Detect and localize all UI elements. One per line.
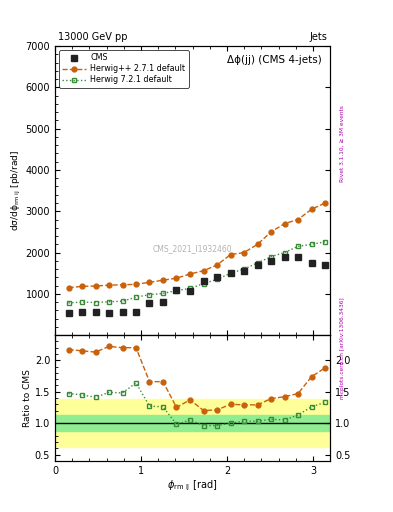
Text: mcplots.cern.ch [arXiv:1306.3436]: mcplots.cern.ch [arXiv:1306.3436]	[340, 297, 345, 399]
Y-axis label: dσ/dϕ$_{\mathrm{rm\ ij}}$ [pb/rad]: dσ/dϕ$_{\mathrm{rm\ ij}}$ [pb/rad]	[10, 150, 23, 231]
Text: 13000 GeV pp: 13000 GeV pp	[58, 32, 127, 42]
Text: Rivet 3.1.10, ≥ 3M events: Rivet 3.1.10, ≥ 3M events	[340, 105, 345, 182]
Y-axis label: Ratio to CMS: Ratio to CMS	[23, 369, 32, 427]
X-axis label: $\phi_{\mathrm{rm\ ij}}$ [rad]: $\phi_{\mathrm{rm\ ij}}$ [rad]	[167, 478, 218, 493]
Text: Jets: Jets	[310, 32, 327, 42]
Legend: CMS, Herwig++ 2.7.1 default, Herwig 7.2.1 default: CMS, Herwig++ 2.7.1 default, Herwig 7.2.…	[59, 50, 189, 88]
Text: Δϕ(jj) (CMS 4-jets): Δϕ(jj) (CMS 4-jets)	[227, 55, 322, 65]
Text: CMS_2021_I1932460: CMS_2021_I1932460	[153, 244, 232, 253]
